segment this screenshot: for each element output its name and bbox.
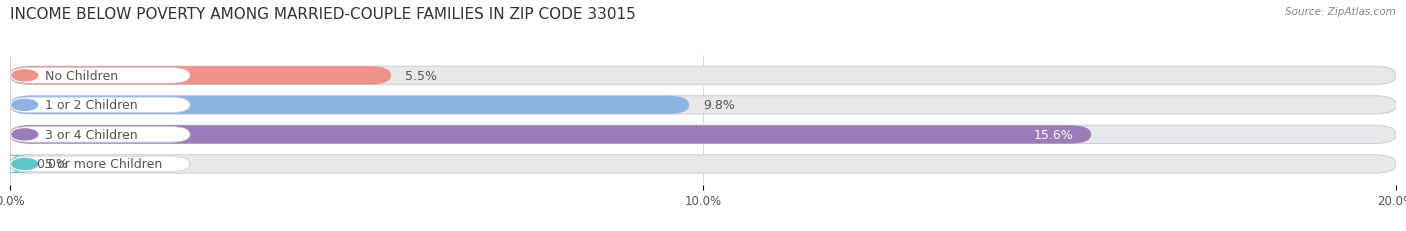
Text: 9.8%: 9.8% [703, 99, 735, 112]
Circle shape [11, 159, 38, 170]
Text: 0.0%: 0.0% [37, 158, 67, 171]
FancyBboxPatch shape [10, 96, 1396, 115]
Text: 5 or more Children: 5 or more Children [45, 158, 162, 171]
FancyBboxPatch shape [10, 126, 1091, 144]
FancyBboxPatch shape [10, 126, 1396, 144]
Circle shape [11, 70, 38, 82]
Text: 15.6%: 15.6% [1033, 128, 1074, 141]
FancyBboxPatch shape [10, 68, 190, 84]
Text: 1 or 2 Children: 1 or 2 Children [45, 99, 138, 112]
FancyBboxPatch shape [10, 156, 190, 172]
Text: INCOME BELOW POVERTY AMONG MARRIED-COUPLE FAMILIES IN ZIP CODE 33015: INCOME BELOW POVERTY AMONG MARRIED-COUPL… [10, 7, 636, 22]
FancyBboxPatch shape [10, 127, 190, 143]
Text: 3 or 4 Children: 3 or 4 Children [45, 128, 138, 141]
FancyBboxPatch shape [10, 96, 689, 115]
Text: No Children: No Children [45, 70, 118, 82]
Text: 5.5%: 5.5% [405, 70, 437, 82]
FancyBboxPatch shape [10, 155, 1396, 173]
Circle shape [11, 129, 38, 140]
FancyBboxPatch shape [1, 155, 31, 173]
Circle shape [11, 100, 38, 111]
Text: Source: ZipAtlas.com: Source: ZipAtlas.com [1285, 7, 1396, 17]
FancyBboxPatch shape [10, 67, 1396, 85]
FancyBboxPatch shape [10, 67, 391, 85]
FancyBboxPatch shape [10, 98, 190, 113]
